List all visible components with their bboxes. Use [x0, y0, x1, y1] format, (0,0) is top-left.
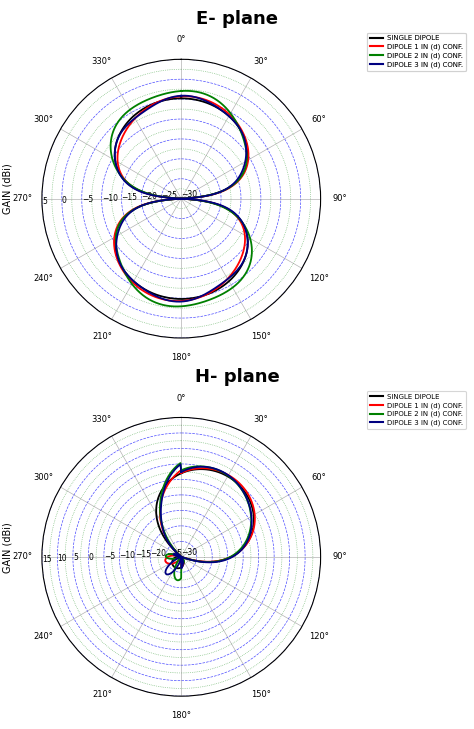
Text: GAIN (dBi): GAIN (dBi)	[2, 522, 12, 572]
Legend: SINGLE DIPOLE, DIPOLE 1 IN (d) CONF., DIPOLE 2 IN (d) CONF., DIPOLE 3 IN (d) CON: SINGLE DIPOLE, DIPOLE 1 IN (d) CONF., DI…	[367, 391, 466, 429]
Text: GAIN (dBi): GAIN (dBi)	[2, 164, 12, 214]
Title: H- plane: H- plane	[195, 367, 279, 386]
Legend: SINGLE DIPOLE, DIPOLE 1 IN (d) CONF., DIPOLE 2 IN (d) CONF., DIPOLE 3 IN (d) CON: SINGLE DIPOLE, DIPOLE 1 IN (d) CONF., DI…	[367, 33, 466, 71]
Title: E- plane: E- plane	[196, 9, 278, 28]
